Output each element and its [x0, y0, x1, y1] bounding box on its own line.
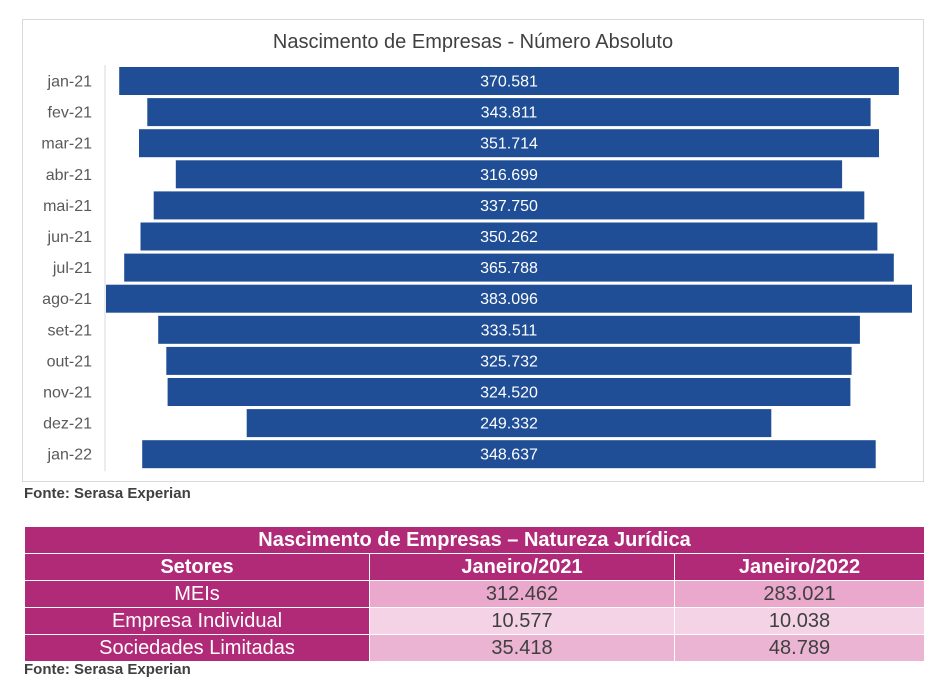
data-label-mar-21: 351.714 [480, 136, 538, 153]
source-note-chart: Fonte: Serasa Experian [24, 485, 191, 502]
tick-label-out-21: out-21 [47, 353, 92, 370]
bar-ago-21 [106, 284, 912, 313]
bar-out-21 [166, 346, 852, 375]
data-label-dez-21: 249.332 [480, 416, 538, 433]
bar-mar-21 [139, 129, 879, 158]
data-label-mai-21: 337.750 [480, 198, 538, 215]
row-label-meis: MEIs [24, 580, 370, 608]
header-janeiro-2021: Janeiro/2021 [369, 553, 675, 581]
cell-empresa-individual-2021: 10.577 [369, 607, 675, 635]
header-janeiro-2022: Janeiro/2022 [674, 553, 925, 581]
bar-jul-21 [124, 253, 894, 282]
bar-nov-21 [167, 378, 851, 406]
cell-sociedades-limitadas-2022: 48.789 [674, 634, 925, 662]
bar-set-21 [158, 315, 860, 344]
bar-jan-21 [119, 67, 899, 95]
table-row: MEIs 312.462 283.021 [24, 580, 925, 608]
row-label-sociedades-limitadas: Sociedades Limitadas [24, 634, 370, 662]
bar-jan-22 [142, 440, 876, 469]
table-header-row: Setores Janeiro/2021 Janeiro/2022 [24, 553, 925, 581]
header-setores: Setores [24, 553, 370, 581]
table-title: Nascimento de Empresas – Natureza Jurídi… [24, 526, 925, 554]
data-label-abr-21: 316.699 [480, 167, 538, 184]
cell-meis-2021: 312.462 [369, 580, 675, 608]
bar-abr-21 [175, 160, 843, 189]
tick-label-jan-22: jan-22 [47, 447, 93, 464]
row-label-empresa-individual: Empresa Individual [24, 607, 370, 635]
bar-jun-21 [140, 222, 878, 251]
bar-dez-21 [246, 409, 772, 438]
chart-container: Nascimento de Empresas - Número Absoluto… [22, 19, 924, 482]
tick-label-abr-21: abr-21 [46, 167, 92, 184]
tick-label-fev-21: fev-21 [48, 105, 93, 122]
legal-nature-table: Nascimento de Empresas – Natureza Jurídi… [24, 526, 925, 662]
tick-label-jul-21: jul-21 [52, 260, 92, 277]
tick-label-mar-21: mar-21 [41, 136, 92, 153]
tick-label-ago-21: ago-21 [42, 291, 92, 308]
data-label-nov-21: 324.520 [480, 385, 538, 402]
tick-label-dez-21: dez-21 [43, 416, 92, 433]
bar-chart: jan-21 370.581 fev-21 343.811 mar-21 351.714 a… [41, 65, 912, 472]
chart-title: Nascimento de Empresas - Número Absoluto [272, 31, 674, 53]
data-label-set-21: 333.511 [481, 322, 538, 339]
tick-label-nov-21: nov-21 [43, 385, 92, 402]
tick-label-set-21: set-21 [48, 322, 93, 339]
data-label-jun-21: 350.262 [480, 229, 538, 246]
data-label-fev-21: 343.811 [481, 105, 538, 122]
table-row: Empresa Individual 10.577 10.038 [24, 607, 925, 635]
table-row: Sociedades Limitadas 35.418 48.789 [24, 634, 925, 662]
data-label-jan-21: 370.581 [480, 74, 538, 91]
cell-empresa-individual-2022: 10.038 [674, 607, 925, 635]
data-label-ago-21: 383.096 [480, 291, 538, 308]
data-label-jul-21: 365.788 [480, 260, 538, 277]
data-label-out-21: 325.732 [480, 353, 538, 370]
data-label-jan-22: 348.637 [480, 447, 538, 464]
bar-mai-21 [153, 191, 865, 220]
table-title-row: Nascimento de Empresas – Natureza Jurídi… [24, 526, 925, 554]
tick-label-jan-21: jan-21 [47, 74, 93, 91]
cell-sociedades-limitadas-2021: 35.418 [369, 634, 675, 662]
tick-label-mai-21: mai-21 [43, 198, 92, 215]
tick-label-jun-21: jun-21 [47, 229, 93, 246]
source-note-table: Fonte: Serasa Experian [24, 661, 191, 678]
cell-meis-2022: 283.021 [674, 580, 925, 608]
bar-fev-21 [147, 98, 871, 127]
